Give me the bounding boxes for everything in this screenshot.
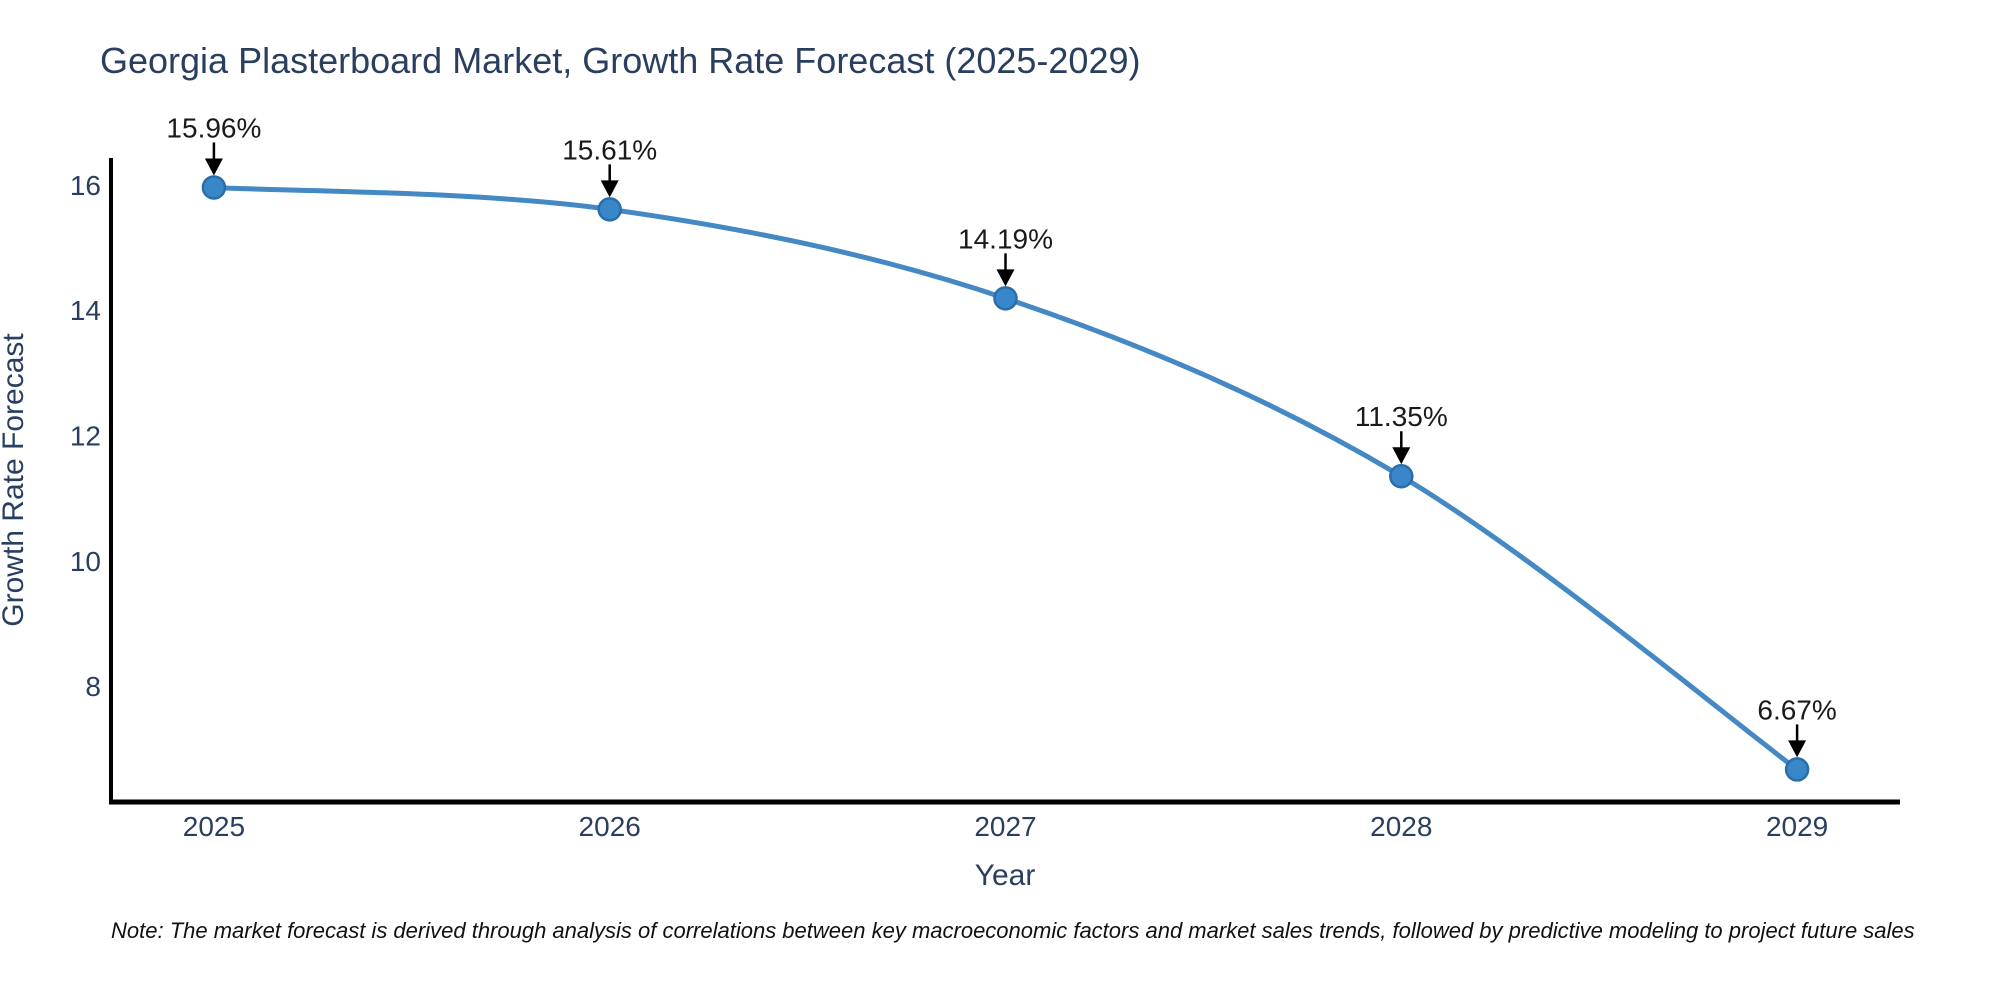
annotation-label: 15.96% [166,112,261,143]
chart-footnote: Note: The market forecast is derived thr… [111,918,1915,943]
annotation-label: 14.19% [958,223,1053,254]
annotation-arrow-head [996,269,1015,287]
x-tick-label: 2025 [183,811,245,842]
data-point-marker [201,175,227,200]
x-tick-label: 2028 [1370,811,1432,842]
x-axis-title: Year [974,859,1036,892]
data-point-marker [993,286,1018,311]
y-tick-label: 12 [70,421,101,452]
y-tick-label: 10 [70,546,101,577]
annotation-label: 11.35% [1355,401,1448,432]
annotation-label: 15.61% [562,134,657,165]
chart-title: Georgia Plasterboard Market, Growth Rate… [100,40,1141,81]
annotation-label: 6.67% [1757,694,1836,725]
annotation-arrow-head [204,158,223,176]
data-point-marker [1389,463,1414,489]
annotation-arrow-head [1392,447,1411,465]
x-tick-label: 2029 [1766,811,1828,842]
y-tick-label: 16 [70,170,101,201]
annotation-arrow-head [1788,740,1807,758]
y-tick-label: 14 [70,295,101,326]
annotation-arrow-head [600,180,619,198]
x-tick-label: 2026 [579,811,641,842]
y-tick-label: 8 [85,671,101,702]
x-tick-label: 2027 [974,811,1036,842]
data-point-marker [597,197,622,222]
data-point-marker [1784,757,1810,782]
